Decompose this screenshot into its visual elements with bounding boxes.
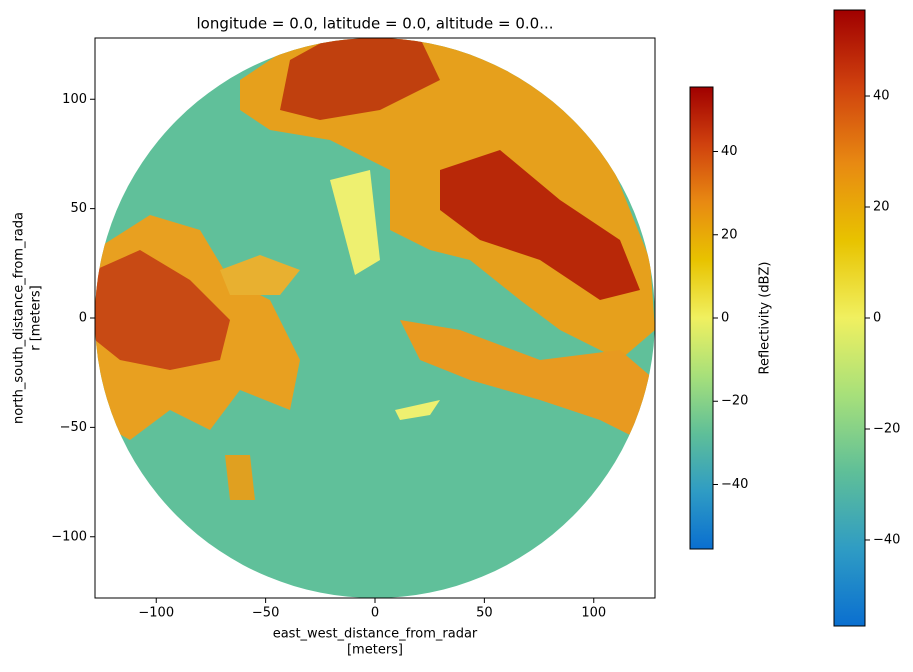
echo [220, 255, 300, 295]
x-axis-label: east_west_distance_from_radar [273, 627, 478, 642]
y-tick-label: −100 [51, 529, 87, 544]
colorbar-tick-label: 40 [721, 144, 738, 159]
colorbar-tick-label: −40 [721, 477, 748, 492]
echo [280, 38, 440, 120]
x-tick-label: 0 [371, 606, 379, 621]
chart-title: longitude = 0.0, latitude = 0.0, altitud… [196, 15, 553, 33]
echo [395, 400, 440, 420]
y-axis-label: r [meters] [29, 285, 44, 351]
colorbar [689, 86, 714, 550]
colorbar [833, 9, 866, 627]
echo [400, 320, 655, 440]
colorbar-tick-label: −20 [721, 394, 748, 409]
x-axis-label: [meters] [347, 643, 403, 658]
x-tick-label: −100 [138, 606, 174, 621]
colorbar-tick-label: 40 [873, 89, 890, 104]
echo [330, 170, 380, 275]
colorbar-tick-label: 0 [873, 311, 881, 326]
x-tick-label: 50 [476, 606, 493, 621]
y-tick-label: 100 [62, 92, 87, 107]
x-tick-label: 100 [581, 606, 606, 621]
echo [95, 250, 230, 370]
radar-field [95, 38, 655, 598]
y-axis-label: north_south_distance_from_rada [12, 212, 27, 424]
x-tick-label: −50 [252, 606, 279, 621]
echoes [95, 38, 655, 500]
colorbar-tick-label: −40 [873, 532, 900, 547]
colorbar-label: Reflectivity (dBZ) [758, 262, 773, 375]
colorbar-tick-label: 20 [873, 200, 890, 215]
echo [225, 455, 255, 500]
echo [440, 150, 640, 300]
colorbar-tick-label: 20 [721, 227, 738, 242]
y-tick-label: −50 [60, 420, 87, 435]
y-tick-label: 0 [79, 311, 87, 326]
colorbar-tick-label: 0 [721, 311, 729, 326]
y-tick-label: 50 [70, 201, 87, 216]
colorbar-tick-label: −20 [873, 421, 900, 436]
